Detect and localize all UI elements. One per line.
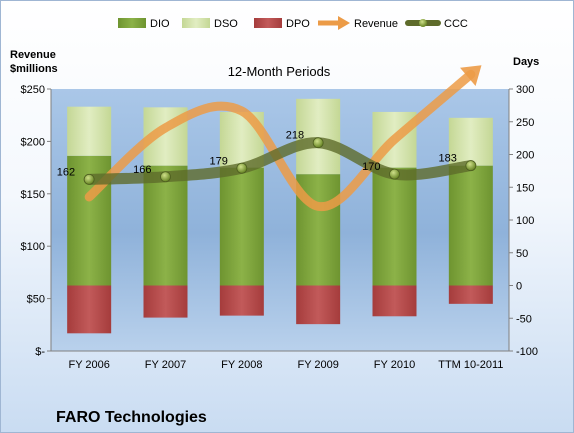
- dpo-bar: [296, 285, 341, 325]
- legend-swatch-dio: [118, 18, 146, 28]
- ccc-data-label: 218: [286, 130, 304, 142]
- right-tick-label: 200: [516, 150, 534, 162]
- dpo-bar: [372, 285, 417, 317]
- left-tick-label: $50: [27, 294, 45, 306]
- ccc-point: [236, 162, 248, 174]
- plot-area: [51, 89, 509, 351]
- ccc-point: [312, 137, 324, 149]
- x-tick-label: FY 2010: [374, 359, 415, 371]
- dpo-bar: [219, 285, 264, 316]
- legend-label-ccc: CCC: [444, 18, 468, 30]
- right-tick-label: 150: [516, 182, 534, 194]
- x-tick-label: FY 2008: [221, 359, 262, 371]
- right-tick-label: -100: [516, 346, 538, 358]
- legend-label-revenue: Revenue: [354, 18, 398, 30]
- revenue-arrowhead: [460, 65, 482, 87]
- chart-title: 12-Month Periods: [228, 64, 331, 79]
- dso-bar: [67, 106, 112, 156]
- line-series: 162 166 179 218 170 183: [57, 65, 482, 211]
- legend-swatch-revenue-arrow: [338, 16, 350, 30]
- ccc-point: [160, 171, 171, 183]
- ccc-point: [465, 160, 477, 172]
- left-tick-label: $200: [21, 136, 45, 148]
- right-tick-label: 0: [516, 281, 522, 293]
- revenue-line: [84, 69, 476, 211]
- right-tick-label: -50: [516, 313, 532, 325]
- ccc-data-label: 179: [209, 155, 227, 167]
- legend-label-dio: DIO: [150, 18, 170, 30]
- left-axis-title-line-1: Revenue: [10, 49, 56, 61]
- x-tick-label: FY 2006: [68, 359, 109, 371]
- dio-bar: [372, 167, 417, 286]
- x-axis-ticks: FY 2006 FY 2007 FY 2008 FY 2009 FY 2010 TTM 1…: [68, 359, 503, 371]
- dso-bar: [296, 98, 341, 175]
- dio-bar: [219, 167, 264, 286]
- dio-bar: [448, 165, 493, 286]
- legend-swatch-dpo: [254, 18, 282, 28]
- dpo-bar: [67, 285, 112, 334]
- x-tick-label: FY 2009: [297, 359, 338, 371]
- ccc-data-label: 170: [362, 161, 380, 173]
- left-tick-label: $-: [35, 346, 45, 358]
- ccc-point: [389, 168, 400, 180]
- ccc-point: [83, 173, 95, 185]
- legend-label-dpo: DPO: [286, 18, 310, 30]
- right-tick-label: 50: [516, 248, 528, 260]
- right-tick-label: 100: [516, 215, 534, 227]
- x-tick-label: TTM 10-2011: [438, 359, 503, 371]
- left-tick-label: $100: [21, 241, 45, 253]
- right-axis-ticks: -100 -50 0 50 100 150 200 250 300: [509, 84, 538, 358]
- ccc-data-label: 162: [57, 166, 75, 178]
- left-tick-label: $150: [21, 189, 45, 201]
- dio-bar: [143, 165, 188, 286]
- right-axis-title: Days: [513, 56, 539, 68]
- company-name: FARO Technologies: [56, 409, 207, 426]
- dpo-bar: [448, 285, 493, 304]
- right-tick-label: 250: [516, 117, 534, 129]
- right-tick-label: 300: [516, 84, 534, 96]
- left-axis-ticks: $- $50 $100 $150 $200 $250: [21, 84, 51, 358]
- ccc-data-label: 166: [133, 164, 151, 176]
- dso-bar: [448, 117, 493, 166]
- legend-swatch-ccc-dot: [419, 19, 427, 27]
- dpo-bar: [143, 285, 188, 318]
- x-tick-label: FY 2007: [145, 359, 186, 371]
- left-axis-title-line-2: $millions: [10, 63, 58, 75]
- left-tick-label: $250: [21, 84, 45, 96]
- legend-swatch-dso: [182, 18, 210, 28]
- ccc-data-label: 183: [438, 153, 456, 165]
- legend-label-dso: DSO: [214, 18, 238, 30]
- legend: DIO DSO DPO Revenue CCC: [118, 16, 468, 30]
